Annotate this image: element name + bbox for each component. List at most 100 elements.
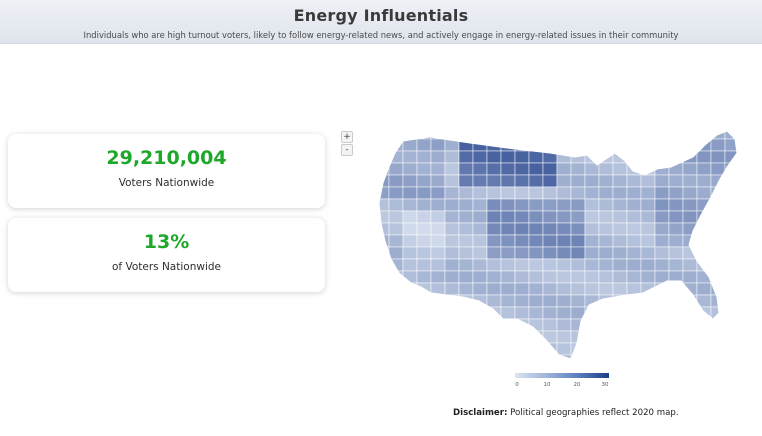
map-district[interactable]	[739, 259, 745, 271]
map-district[interactable]	[654, 258, 670, 272]
map-district[interactable]	[556, 294, 572, 308]
map-district[interactable]	[612, 186, 628, 200]
map-district[interactable]	[710, 258, 726, 272]
map-district[interactable]	[528, 174, 544, 188]
map-district[interactable]	[696, 127, 712, 140]
map-district[interactable]	[528, 318, 544, 332]
map-district[interactable]	[430, 354, 446, 367]
map-district[interactable]	[710, 234, 726, 248]
map-district[interactable]	[458, 174, 474, 188]
map-district[interactable]	[444, 306, 460, 320]
map-district[interactable]	[430, 246, 446, 260]
map-district[interactable]	[640, 127, 656, 140]
map-district[interactable]	[528, 258, 544, 272]
map-district[interactable]	[739, 271, 745, 283]
map-district[interactable]	[542, 210, 558, 224]
map-district[interactable]	[444, 294, 460, 308]
map-district[interactable]	[514, 222, 530, 236]
map-district[interactable]	[444, 150, 460, 164]
map-district[interactable]	[514, 186, 530, 200]
map-district[interactable]	[668, 342, 684, 356]
map-district[interactable]	[724, 198, 739, 212]
map-district[interactable]	[458, 282, 474, 296]
map-district[interactable]	[739, 283, 745, 295]
map-district[interactable]	[514, 306, 530, 320]
map-district[interactable]	[570, 222, 586, 236]
map-district[interactable]	[696, 174, 712, 188]
map-district[interactable]	[696, 162, 712, 176]
map-district[interactable]	[514, 330, 530, 344]
map-district[interactable]	[682, 198, 698, 212]
map-district[interactable]	[556, 138, 572, 152]
map-district[interactable]	[375, 294, 390, 308]
map-district[interactable]	[458, 258, 474, 272]
map-district[interactable]	[654, 234, 670, 248]
map-district[interactable]	[640, 198, 656, 212]
map-district[interactable]	[500, 186, 516, 200]
map-district[interactable]	[388, 270, 404, 284]
map-district[interactable]	[682, 186, 698, 200]
map-district[interactable]	[710, 198, 726, 212]
map-district[interactable]	[598, 330, 614, 344]
map-district[interactable]	[514, 342, 530, 356]
map-district[interactable]	[556, 258, 572, 272]
map-district[interactable]	[626, 342, 642, 356]
map-district[interactable]	[444, 246, 460, 260]
map-district[interactable]	[612, 330, 628, 344]
map-district[interactable]	[472, 282, 488, 296]
map-district[interactable]	[416, 198, 432, 212]
map-district[interactable]	[402, 222, 418, 236]
map-district[interactable]	[486, 330, 502, 344]
map-district[interactable]	[556, 234, 572, 248]
map-district[interactable]	[472, 127, 488, 140]
map-district[interactable]	[739, 211, 745, 223]
map-district[interactable]	[402, 150, 418, 164]
map-district[interactable]	[640, 354, 656, 367]
map-district[interactable]	[402, 127, 418, 140]
map-district[interactable]	[612, 138, 628, 152]
map-district[interactable]	[626, 234, 642, 248]
map-district[interactable]	[486, 138, 502, 152]
map-district[interactable]	[668, 306, 684, 320]
map-district[interactable]	[668, 258, 684, 272]
map-district[interactable]	[612, 210, 628, 224]
map-district[interactable]	[430, 186, 446, 200]
map-district[interactable]	[724, 174, 739, 188]
map-district[interactable]	[682, 330, 698, 344]
map-district[interactable]	[724, 318, 739, 332]
map-district[interactable]	[724, 234, 739, 248]
map-district[interactable]	[682, 174, 698, 188]
map-district[interactable]	[556, 282, 572, 296]
map-district[interactable]	[472, 270, 488, 284]
map-district[interactable]	[486, 198, 502, 212]
map-district[interactable]	[514, 258, 530, 272]
map-district[interactable]	[500, 222, 516, 236]
map-district[interactable]	[500, 174, 516, 188]
map-district[interactable]	[570, 246, 586, 260]
map-district[interactable]	[640, 318, 656, 332]
map-district[interactable]	[500, 282, 516, 296]
map-district[interactable]	[696, 234, 712, 248]
map-district[interactable]	[472, 330, 488, 344]
map-district[interactable]	[584, 234, 600, 248]
map-district[interactable]	[486, 246, 502, 260]
map-district[interactable]	[542, 282, 558, 296]
map-district[interactable]	[626, 270, 642, 284]
map-district[interactable]	[444, 162, 460, 176]
map-district[interactable]	[724, 270, 739, 284]
map-district[interactable]	[724, 162, 739, 176]
map-district[interactable]	[682, 258, 698, 272]
map-district[interactable]	[388, 234, 404, 248]
zoom-in-button[interactable]: +	[341, 131, 353, 143]
map-district[interactable]	[444, 198, 460, 212]
map-district[interactable]	[640, 246, 656, 260]
map-district[interactable]	[556, 186, 572, 200]
map-district[interactable]	[584, 330, 600, 344]
map-district[interactable]	[528, 294, 544, 308]
map-district[interactable]	[598, 150, 614, 164]
map-district[interactable]	[626, 246, 642, 260]
map-district[interactable]	[556, 222, 572, 236]
map-district[interactable]	[500, 342, 516, 356]
map-district[interactable]	[724, 127, 739, 140]
map-district[interactable]	[584, 270, 600, 284]
